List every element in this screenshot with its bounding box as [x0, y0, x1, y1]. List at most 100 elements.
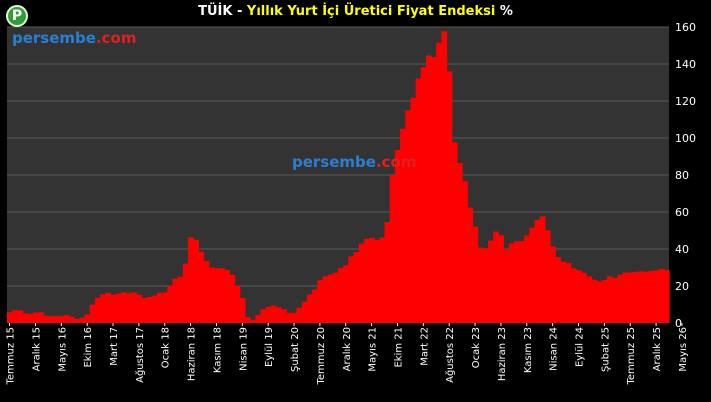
bar	[343, 265, 349, 323]
bar	[358, 243, 365, 323]
bar	[348, 256, 355, 323]
bar	[53, 315, 60, 323]
x-tick-label: Aralık 20	[342, 327, 353, 371]
bar	[156, 292, 163, 323]
bar	[317, 280, 324, 323]
bar	[312, 289, 318, 323]
bar	[136, 294, 143, 323]
x-tick-label: Mayıs 21	[368, 327, 379, 372]
bar	[286, 312, 293, 323]
bar	[327, 274, 334, 323]
y-tick-label: 140	[675, 58, 696, 71]
title-main: Yıllık Yurt İçi Üretici Fiyat Endeksi	[246, 4, 496, 19]
bar	[637, 271, 644, 323]
y-tick-label: 100	[675, 132, 696, 145]
bar	[415, 78, 422, 324]
bar	[38, 312, 44, 323]
x-tick-label: Nisan 24	[549, 327, 560, 371]
x-tick-label: Mart 22	[419, 327, 430, 366]
bar	[213, 268, 220, 323]
bar	[234, 285, 241, 323]
bar	[219, 268, 225, 323]
bar	[369, 237, 375, 323]
bar	[281, 309, 287, 323]
bar	[69, 316, 75, 323]
y-tick-label: 120	[675, 95, 696, 108]
bar	[131, 292, 137, 323]
x-tick-label: Haziran 18	[187, 327, 198, 381]
bar	[617, 274, 624, 323]
bar	[105, 292, 112, 323]
bar	[125, 293, 132, 323]
bar	[188, 237, 194, 323]
bar	[519, 241, 525, 323]
title-unit: %	[495, 4, 513, 19]
bar	[172, 278, 179, 323]
bar	[451, 142, 458, 323]
bar	[591, 279, 598, 323]
y-axis-ticks: 0 20 40 60 80 100 120 140 160	[675, 21, 696, 330]
bar	[431, 56, 437, 323]
bar	[229, 274, 236, 323]
watermark-name: persembe	[292, 153, 376, 171]
bar	[224, 269, 230, 323]
bar	[162, 292, 168, 323]
bar	[151, 295, 158, 323]
bar	[539, 216, 546, 323]
bar	[627, 272, 634, 323]
bar	[601, 280, 608, 323]
x-tick-label: Aralık 15	[31, 327, 42, 371]
bar	[338, 268, 344, 323]
x-tick-label: Ocak 18	[161, 327, 172, 368]
bar	[193, 239, 199, 323]
bar	[560, 261, 567, 323]
x-axis-ticks: Temmuz 15 Aralık 15 Mayıs 16 Ekim 16 Mart 17…	[6, 323, 689, 386]
bar	[167, 285, 174, 323]
x-tick-label: Temmuz 15	[6, 327, 17, 386]
bar	[32, 312, 39, 323]
watermark-domain: .com	[95, 29, 137, 47]
y-tick-label: 0	[675, 317, 682, 330]
watermark-domain: .com	[375, 153, 417, 171]
bar	[115, 293, 122, 323]
x-tick-label: Ocak 23	[471, 327, 482, 368]
x-tick-label: Aralık 25	[652, 327, 663, 371]
bar	[203, 260, 210, 323]
y-tick-label: 60	[675, 206, 689, 219]
watermark-center: persembe.com	[292, 153, 416, 171]
bar	[612, 278, 618, 323]
bar	[596, 281, 603, 323]
y-tick-label: 20	[675, 280, 689, 293]
bar	[575, 270, 582, 323]
bar	[524, 235, 530, 323]
title-source: TÜİK -	[198, 4, 247, 19]
bar	[446, 71, 453, 324]
x-tick-label: Mart 17	[109, 327, 120, 366]
watermark-top: persembe.com	[12, 29, 136, 47]
bar	[255, 315, 262, 323]
bar	[306, 294, 313, 323]
bar	[550, 246, 556, 323]
bar	[653, 270, 660, 323]
bar	[177, 276, 184, 323]
x-tick-label: Haziran 23	[497, 327, 508, 381]
bar	[100, 294, 106, 323]
y-tick-label: 80	[675, 169, 689, 182]
chart-title: TÜİK - Yıllık Yurt İçi Üretici Fiyat End…	[0, 4, 711, 19]
bar	[244, 317, 251, 323]
bar	[436, 42, 443, 323]
x-tick-label: Eylül 19	[264, 327, 275, 367]
bar	[477, 247, 484, 323]
bar	[658, 268, 665, 323]
bar	[12, 310, 18, 323]
x-tick-label: Şubat 20	[290, 327, 301, 372]
x-tick-label: Nisan 19	[238, 327, 249, 371]
bar	[363, 238, 370, 323]
bar	[27, 313, 34, 323]
bar	[58, 315, 65, 323]
bar	[467, 207, 474, 323]
bar	[606, 276, 613, 323]
bar	[493, 231, 499, 323]
bar	[198, 251, 205, 323]
